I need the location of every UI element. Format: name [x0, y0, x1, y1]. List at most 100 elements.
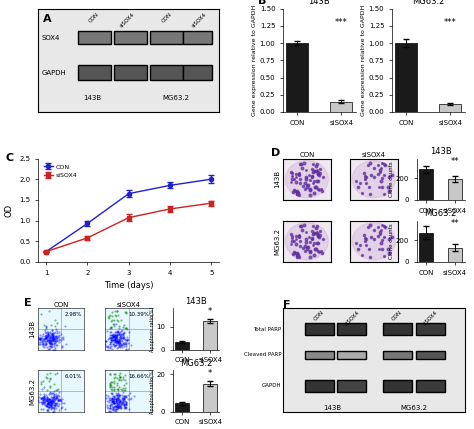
Point — [42, 322, 49, 329]
Point — [109, 345, 116, 352]
Point — [115, 396, 123, 403]
Point — [40, 393, 47, 399]
Point — [108, 338, 115, 345]
Point — [117, 403, 124, 410]
FancyBboxPatch shape — [416, 351, 445, 359]
Point — [358, 190, 366, 197]
Point — [46, 339, 54, 346]
Point — [314, 248, 321, 255]
Point — [45, 345, 52, 352]
Point — [43, 398, 50, 405]
Point — [111, 334, 118, 341]
Bar — [203, 384, 218, 412]
Point — [352, 177, 360, 184]
Point — [122, 340, 130, 347]
Point — [44, 403, 52, 410]
Point — [314, 170, 321, 177]
Point — [46, 332, 54, 339]
Text: 143B: 143B — [83, 94, 101, 100]
Point — [108, 396, 116, 402]
Point — [121, 338, 129, 345]
Point — [111, 336, 119, 343]
Point — [113, 380, 120, 387]
Point — [307, 254, 314, 260]
Point — [318, 248, 325, 255]
Point — [106, 405, 114, 411]
Point — [120, 393, 128, 399]
Point — [116, 333, 124, 340]
Point — [48, 335, 56, 341]
Point — [36, 335, 44, 342]
Point — [52, 326, 59, 332]
Point — [110, 332, 118, 339]
Text: D: D — [271, 148, 280, 158]
Point — [118, 386, 126, 393]
Point — [42, 324, 50, 331]
Point — [39, 405, 46, 412]
Point — [41, 397, 49, 404]
Point — [37, 310, 45, 317]
Point — [44, 399, 51, 406]
Point — [296, 191, 303, 198]
Point — [101, 341, 109, 347]
Point — [109, 308, 116, 315]
Point — [108, 379, 116, 386]
Point — [107, 378, 115, 385]
Point — [40, 399, 47, 406]
Point — [52, 394, 60, 401]
Point — [113, 385, 121, 392]
Point — [120, 381, 128, 388]
Point — [379, 246, 386, 253]
Point — [46, 397, 54, 404]
Point — [114, 400, 122, 407]
Point — [112, 338, 119, 345]
Point — [295, 172, 303, 178]
Point — [118, 399, 126, 406]
Point — [114, 396, 121, 403]
Point — [52, 387, 60, 393]
Point — [313, 169, 320, 175]
Point — [115, 340, 122, 347]
Point — [35, 339, 42, 346]
Point — [55, 329, 63, 336]
Point — [34, 333, 42, 340]
Point — [115, 339, 122, 346]
Point — [290, 176, 298, 183]
Point — [107, 382, 114, 389]
Point — [293, 190, 301, 197]
Point — [110, 395, 118, 402]
Point — [120, 335, 128, 342]
Point — [130, 393, 137, 399]
Point — [114, 386, 121, 393]
Text: siSOX4: siSOX4 — [421, 309, 438, 326]
Point — [116, 339, 123, 346]
Point — [108, 406, 116, 413]
Point — [51, 339, 58, 346]
Text: 10.39%: 10.39% — [129, 312, 150, 317]
Point — [116, 402, 123, 409]
Point — [117, 397, 124, 404]
Point — [110, 337, 118, 344]
Point — [370, 174, 378, 181]
Point — [112, 336, 119, 343]
Point — [303, 243, 310, 250]
Point — [117, 374, 124, 381]
Point — [107, 324, 115, 331]
Point — [54, 334, 61, 341]
Point — [114, 393, 121, 400]
Point — [378, 222, 386, 229]
Point — [58, 398, 65, 405]
Point — [108, 401, 116, 408]
Point — [115, 330, 123, 337]
Point — [118, 400, 125, 407]
Point — [46, 370, 54, 377]
Point — [50, 393, 58, 399]
Point — [39, 378, 46, 384]
Point — [288, 235, 295, 242]
Point — [116, 343, 124, 350]
Point — [122, 377, 129, 384]
Point — [114, 308, 121, 314]
Point — [43, 329, 50, 335]
Point — [46, 336, 53, 343]
Point — [309, 165, 316, 172]
